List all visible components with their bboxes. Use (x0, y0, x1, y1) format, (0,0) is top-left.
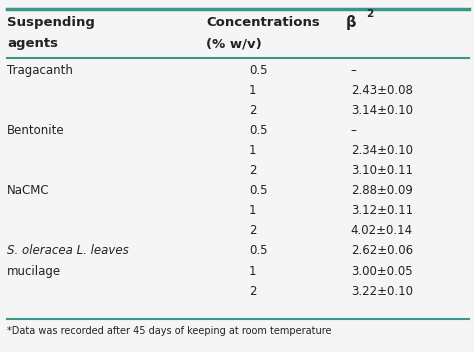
Text: (% w/v): (% w/v) (206, 38, 262, 50)
Text: 0.5: 0.5 (249, 245, 267, 257)
Text: mucilage: mucilage (7, 265, 61, 277)
Text: 0.5: 0.5 (249, 184, 267, 197)
Text: 2: 2 (366, 9, 373, 19)
Text: 2: 2 (249, 285, 256, 297)
Text: 3.12±0.11: 3.12±0.11 (351, 205, 413, 217)
Text: Tragacanth: Tragacanth (7, 64, 73, 77)
Text: 1: 1 (249, 144, 256, 157)
Text: Concentrations: Concentrations (206, 17, 320, 29)
Text: 1: 1 (249, 265, 256, 277)
Text: *Data was recorded after 45 days of keeping at room temperature: *Data was recorded after 45 days of keep… (7, 326, 332, 336)
Text: 2: 2 (249, 225, 256, 237)
Text: 0.5: 0.5 (249, 124, 267, 137)
Text: 2.62±0.06: 2.62±0.06 (351, 245, 413, 257)
Text: –: – (351, 64, 356, 77)
Text: 0.5: 0.5 (249, 64, 267, 77)
Text: 3.00±0.05: 3.00±0.05 (351, 265, 412, 277)
Text: –: – (351, 124, 356, 137)
Text: 2.88±0.09: 2.88±0.09 (351, 184, 413, 197)
Text: 1: 1 (249, 84, 256, 97)
Text: 2.43±0.08: 2.43±0.08 (351, 84, 413, 97)
Text: agents: agents (7, 38, 58, 50)
Text: β: β (346, 15, 356, 30)
Text: 1: 1 (249, 205, 256, 217)
Text: S. oleracea L. leaves: S. oleracea L. leaves (7, 245, 129, 257)
Text: 3.14±0.10: 3.14±0.10 (351, 104, 413, 117)
Text: Bentonite: Bentonite (7, 124, 65, 137)
Text: 3.22±0.10: 3.22±0.10 (351, 285, 413, 297)
Text: 2: 2 (249, 164, 256, 177)
Text: Suspending: Suspending (7, 17, 95, 29)
Text: 2.34±0.10: 2.34±0.10 (351, 144, 413, 157)
Text: 4.02±0.14: 4.02±0.14 (351, 225, 413, 237)
Text: 3.10±0.11: 3.10±0.11 (351, 164, 413, 177)
Text: NaCMC: NaCMC (7, 184, 50, 197)
Text: 2: 2 (249, 104, 256, 117)
